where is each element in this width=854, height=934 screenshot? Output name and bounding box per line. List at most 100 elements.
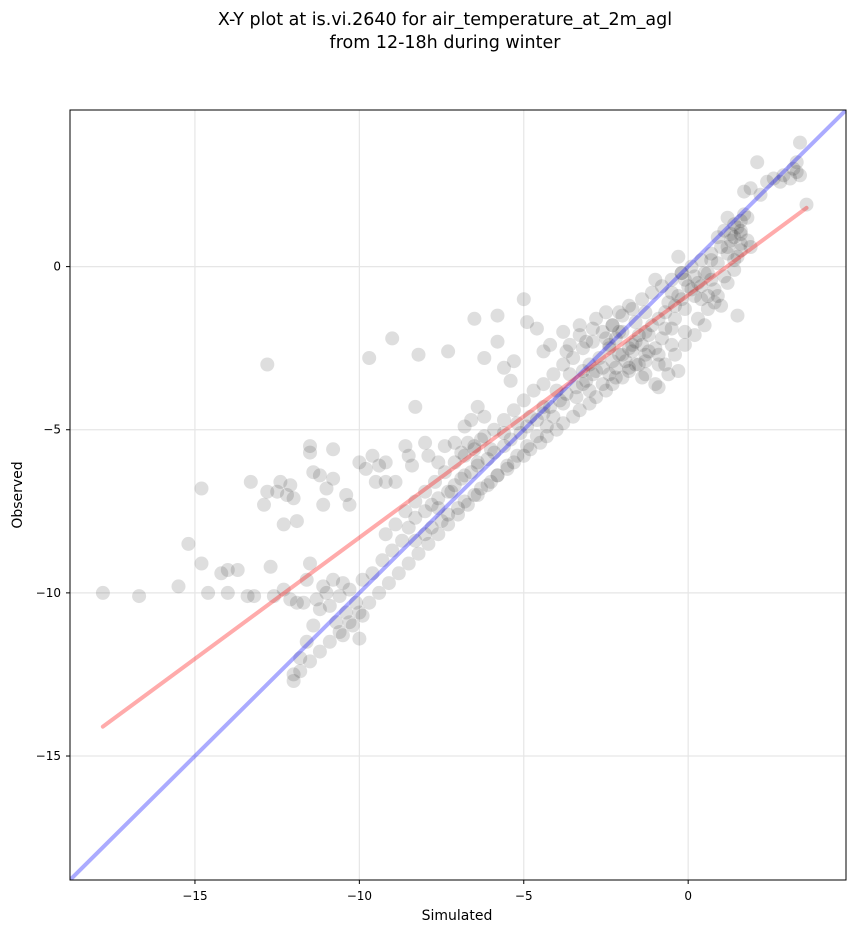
- data-point: [510, 416, 525, 431]
- data-point: [457, 494, 472, 509]
- data-point: [579, 334, 594, 349]
- data-point: [523, 409, 538, 424]
- data-point: [635, 370, 650, 385]
- data-point: [441, 344, 456, 359]
- data-point: [378, 474, 393, 489]
- data-point: [671, 249, 686, 264]
- y-tick-label: 0: [53, 260, 61, 274]
- data-point: [743, 240, 758, 254]
- data-point: [220, 585, 235, 600]
- data-point: [352, 455, 367, 470]
- data-point: [529, 321, 544, 336]
- data-point: [687, 289, 702, 303]
- data-point: [335, 576, 350, 591]
- data-point: [529, 413, 544, 427]
- data-point: [737, 184, 752, 199]
- data-point: [562, 367, 577, 382]
- data-point: [424, 520, 439, 535]
- data-point: [569, 380, 584, 395]
- data-point: [451, 507, 465, 522]
- data-point: [289, 595, 304, 610]
- data-point: [720, 210, 735, 225]
- data-point: [506, 354, 521, 369]
- data-point: [510, 448, 525, 463]
- data-point: [677, 324, 692, 339]
- data-point: [707, 282, 722, 297]
- data-point: [793, 135, 807, 150]
- data-point: [230, 563, 245, 577]
- data-point: [638, 367, 653, 382]
- data-point: [303, 445, 317, 460]
- data-point: [585, 367, 600, 382]
- data-point: [303, 556, 317, 571]
- data-point: [523, 442, 538, 457]
- data-point: [352, 631, 367, 646]
- data-point: [740, 210, 755, 225]
- data-point: [664, 321, 679, 336]
- data-point: [332, 589, 347, 604]
- y-tick-label: −5: [43, 423, 61, 437]
- data-point: [408, 533, 423, 548]
- data-point: [677, 272, 692, 287]
- data-point: [447, 455, 462, 470]
- data-point: [556, 416, 571, 431]
- data-point: [622, 341, 636, 356]
- data-point: [631, 357, 646, 372]
- data-point: [441, 484, 456, 499]
- data-point: [326, 442, 341, 457]
- data-point: [556, 357, 571, 372]
- data-point: [605, 318, 620, 333]
- data-point: [684, 282, 699, 297]
- data-point: [674, 266, 689, 281]
- data-point: [615, 324, 630, 339]
- data-point: [727, 262, 742, 277]
- data-point: [585, 321, 600, 336]
- data-point: [293, 651, 308, 666]
- y-tick-label: −10: [36, 586, 61, 600]
- data-point: [704, 272, 719, 287]
- data-point: [385, 543, 400, 558]
- data-point: [566, 351, 581, 365]
- data-point: [714, 240, 729, 254]
- data-point: [661, 295, 676, 310]
- data-point: [727, 253, 742, 268]
- data-point: [467, 311, 482, 326]
- data-point: [710, 289, 725, 303]
- data-point: [470, 399, 485, 414]
- data-point: [375, 553, 390, 568]
- data-point: [572, 318, 587, 333]
- data-point: [365, 448, 380, 463]
- axis-ticks: −15 −10 −5 0 −15 −10 −5 0: [36, 260, 692, 903]
- data-point: [408, 510, 423, 525]
- data-point: [95, 585, 110, 600]
- data-point: [539, 419, 554, 434]
- data-point: [316, 579, 331, 594]
- data-point: [641, 328, 656, 343]
- data-point: [733, 223, 748, 238]
- data-point: [470, 455, 485, 470]
- data-point: [575, 341, 590, 356]
- data-point: [654, 331, 669, 346]
- data-point: [727, 230, 742, 245]
- data-point: [585, 334, 600, 349]
- data-point: [276, 582, 291, 597]
- data-point: [575, 377, 590, 392]
- data-point: [700, 302, 715, 316]
- data-point: [441, 507, 456, 522]
- data-point: [691, 311, 705, 326]
- data-point: [612, 347, 627, 362]
- data-point: [306, 618, 321, 633]
- data-point: [602, 337, 617, 352]
- data-point: [628, 315, 643, 330]
- data-point: [372, 585, 387, 600]
- data-point: [408, 399, 423, 414]
- data-point: [490, 334, 505, 349]
- data-point: [247, 589, 262, 604]
- data-point: [549, 422, 564, 437]
- data-point: [546, 409, 561, 424]
- data-point: [506, 403, 521, 418]
- data-point: [733, 227, 748, 241]
- data-point: [457, 468, 472, 483]
- data-point: [214, 566, 229, 581]
- data-point: [773, 174, 788, 189]
